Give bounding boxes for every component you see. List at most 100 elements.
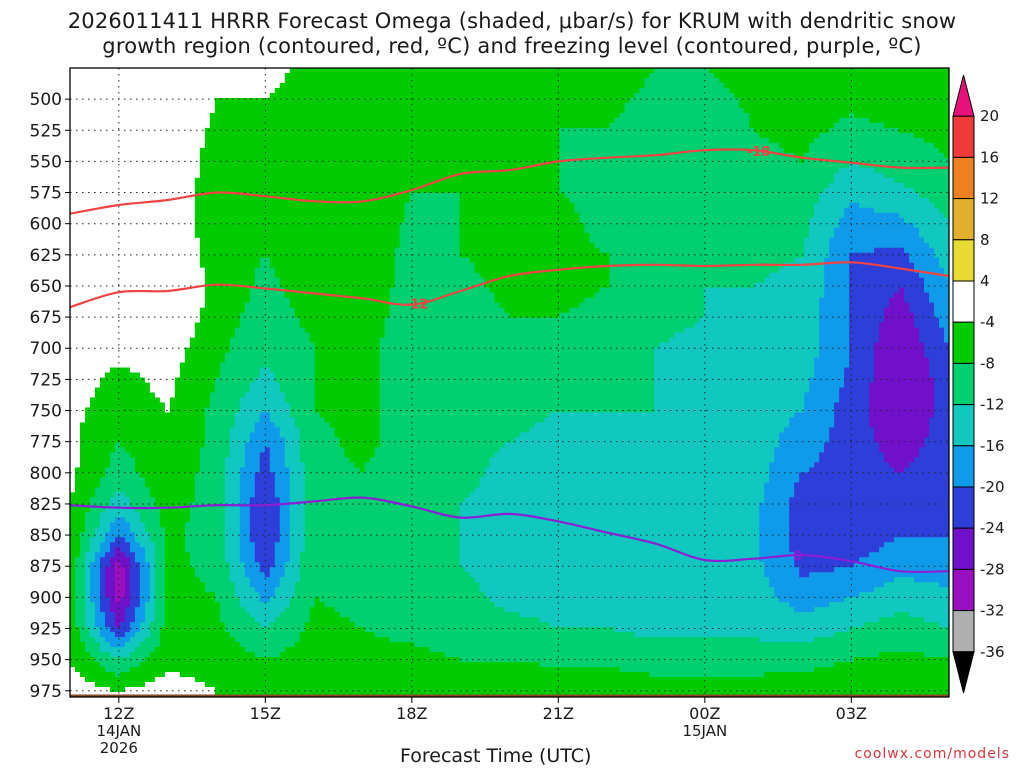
omega-cell [914, 272, 920, 329]
omega-cell [874, 172, 880, 214]
omega-cell [569, 127, 576, 204]
omega-cell [579, 667, 586, 697]
omega-cell [639, 672, 645, 697]
omega-cell [524, 617, 531, 663]
omega-cell [334, 68, 341, 439]
omega-cell [829, 667, 835, 697]
omega-cell [164, 672, 171, 697]
omega-cell [249, 587, 256, 618]
omega-cell [474, 582, 481, 663]
omega-cell [609, 412, 615, 628]
omega-cell [134, 607, 141, 633]
omega-cell [854, 627, 860, 658]
omega-cell [394, 247, 401, 643]
omega-cell [799, 472, 805, 578]
omega-cell [759, 562, 765, 643]
omega-cell [814, 462, 820, 573]
omega-cell [259, 657, 266, 697]
omega-cell [534, 422, 541, 618]
omega-cell [909, 187, 915, 224]
omega-cell [119, 552, 126, 568]
omega-cell [354, 627, 361, 697]
omega-cell [579, 68, 586, 129]
omega-cell [784, 672, 790, 697]
omega-cell [564, 127, 571, 199]
omega-cell [459, 502, 466, 568]
omega-cell [764, 577, 770, 643]
omega-cell [394, 642, 401, 697]
omega-cell [864, 68, 870, 119]
omega-cell [744, 68, 750, 114]
omega-cell [809, 612, 815, 643]
x-tick-label: 00Z [689, 704, 720, 723]
omega-cell [854, 562, 860, 598]
omega-cell [304, 332, 311, 623]
omega-cell [884, 462, 890, 543]
omega-cell [289, 417, 296, 598]
omega-cell [894, 472, 900, 538]
omega-cell [209, 68, 216, 114]
omega-cell [259, 572, 266, 603]
omega-cell [714, 287, 720, 638]
omega-cell [70, 492, 76, 668]
omega-cell [229, 337, 236, 429]
omega-cell [574, 412, 581, 628]
omega-cell [509, 68, 516, 319]
omega-cell [244, 577, 251, 613]
omega-cell [454, 192, 461, 658]
omega-cell [119, 492, 126, 518]
omega-cell [904, 612, 910, 653]
omega-cell [884, 307, 890, 463]
omega-cell [909, 262, 915, 314]
y-tick-label: 525 [30, 121, 62, 141]
omega-cell [609, 627, 615, 668]
omega-cell [824, 637, 830, 668]
omega-cell [914, 227, 920, 274]
omega-cell [789, 642, 795, 673]
omega-cell [749, 68, 755, 129]
omega-cell [739, 677, 745, 697]
omega-cell [909, 132, 915, 189]
omega-cell [124, 452, 131, 498]
colorbar-label: 12 [980, 190, 999, 208]
omega-cell [619, 68, 625, 114]
omega-cell [519, 317, 526, 434]
omega-cell [764, 68, 770, 139]
omega-cell [809, 68, 815, 144]
colorbar-swatch [952, 568, 975, 612]
omega-cell [879, 172, 885, 214]
omega-cell [754, 637, 760, 678]
omega-cell [354, 467, 361, 628]
omega-cell [119, 597, 126, 623]
omega-cell [144, 68, 151, 384]
omega-cell [184, 522, 191, 553]
omega-cell [914, 137, 920, 194]
omega-cell [109, 657, 116, 673]
omega-cell [839, 387, 845, 568]
omega-cell [624, 412, 630, 633]
omega-cell [499, 607, 506, 663]
omega-cell [274, 497, 281, 543]
omega-cell [474, 272, 481, 488]
omega-cell [99, 637, 106, 653]
omega-cell [454, 68, 461, 194]
omega-cell [794, 257, 800, 414]
omega-cell [159, 402, 166, 528]
omega-cell [239, 68, 246, 99]
omega-cell [149, 622, 156, 653]
omega-cell [399, 222, 406, 643]
omega-cell [124, 367, 131, 453]
omega-cell [494, 68, 501, 304]
omega-cell [89, 682, 96, 697]
omega-cell [264, 97, 271, 259]
omega-cell [889, 297, 895, 468]
omega-cell [649, 412, 655, 638]
omega-cell [904, 132, 910, 189]
omega-cell [614, 68, 620, 119]
omega-cell [469, 577, 476, 663]
omega-cell [529, 662, 536, 697]
omega-cell [834, 122, 840, 174]
omega-cell [124, 522, 131, 543]
omega-cell [94, 687, 101, 697]
omega-cell [799, 672, 805, 697]
